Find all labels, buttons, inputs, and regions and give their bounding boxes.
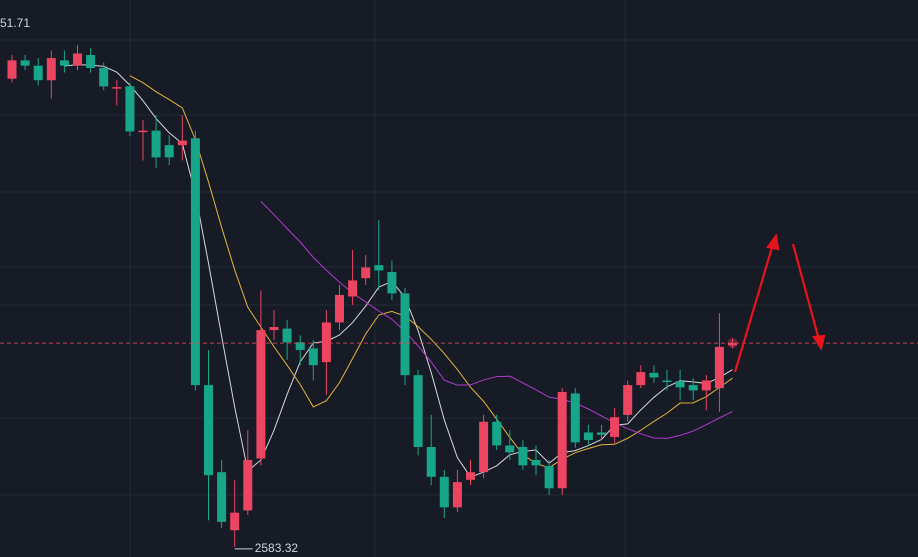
candle-body [204, 385, 213, 476]
candle-body [151, 130, 161, 158]
low-label: 2583.32 [255, 541, 299, 555]
last-price-glow [727, 338, 738, 349]
candle-body [439, 476, 449, 508]
candle-body [256, 330, 266, 459]
arrow-down [791, 243, 821, 341]
candle-body [597, 432, 606, 435]
moving-average [260, 201, 733, 439]
candle-body [321, 322, 331, 363]
candle-body [531, 459, 541, 466]
candle-body [7, 60, 17, 79]
candle-body [217, 472, 227, 522]
moving-average [129, 75, 733, 469]
candle-body [387, 272, 397, 294]
candle-body [636, 372, 646, 386]
candle-body [714, 346, 724, 389]
candle-body [46, 58, 56, 81]
arrow-head [812, 334, 826, 351]
candle-body [701, 380, 711, 391]
candle-body [190, 138, 200, 386]
candle-body [688, 385, 698, 391]
candle-body [557, 391, 567, 489]
plot: 2583.32 [0, 45, 918, 555]
candle-body [662, 380, 672, 383]
candle-body [728, 343, 737, 346]
candle-body [125, 86, 135, 132]
candle-body [413, 375, 423, 447]
candle-body [308, 348, 318, 366]
candle-body [243, 459, 253, 511]
candle-body [400, 293, 410, 376]
arrow-head [766, 233, 780, 251]
candle-body [623, 385, 633, 415]
arrow-up [733, 243, 775, 373]
candle-body [518, 446, 528, 466]
candle-body [295, 342, 305, 350]
candle-body [138, 130, 148, 133]
forecast-arrows [733, 233, 826, 373]
candle-body [570, 393, 580, 443]
candle-body [86, 55, 96, 69]
candle-body [675, 381, 685, 388]
candle-body [479, 421, 489, 473]
candle-body [466, 472, 475, 480]
candle-body [73, 53, 82, 66]
candle-body [610, 417, 620, 438]
candle-body [20, 60, 30, 66]
candle-body [335, 294, 344, 323]
candle-body [492, 421, 502, 446]
high-label: 51.71 [0, 16, 30, 30]
candle-body [59, 60, 69, 66]
candle-body [164, 145, 174, 158]
candle-body [544, 466, 554, 489]
candle-body [374, 265, 384, 271]
candle-body [230, 512, 240, 531]
candle-body [452, 482, 462, 508]
candle-body [649, 372, 659, 378]
candle-body [177, 140, 187, 146]
moving-average [64, 64, 733, 478]
candle-body [348, 280, 358, 297]
candle-body [99, 68, 109, 87]
candle-body [33, 65, 43, 81]
candle-body [269, 327, 279, 331]
candle-body [361, 267, 371, 279]
candle-body [583, 432, 593, 441]
candle-body [426, 446, 436, 477]
candle-body [112, 87, 122, 89]
candle-body [505, 445, 515, 453]
candle-body [282, 328, 292, 343]
